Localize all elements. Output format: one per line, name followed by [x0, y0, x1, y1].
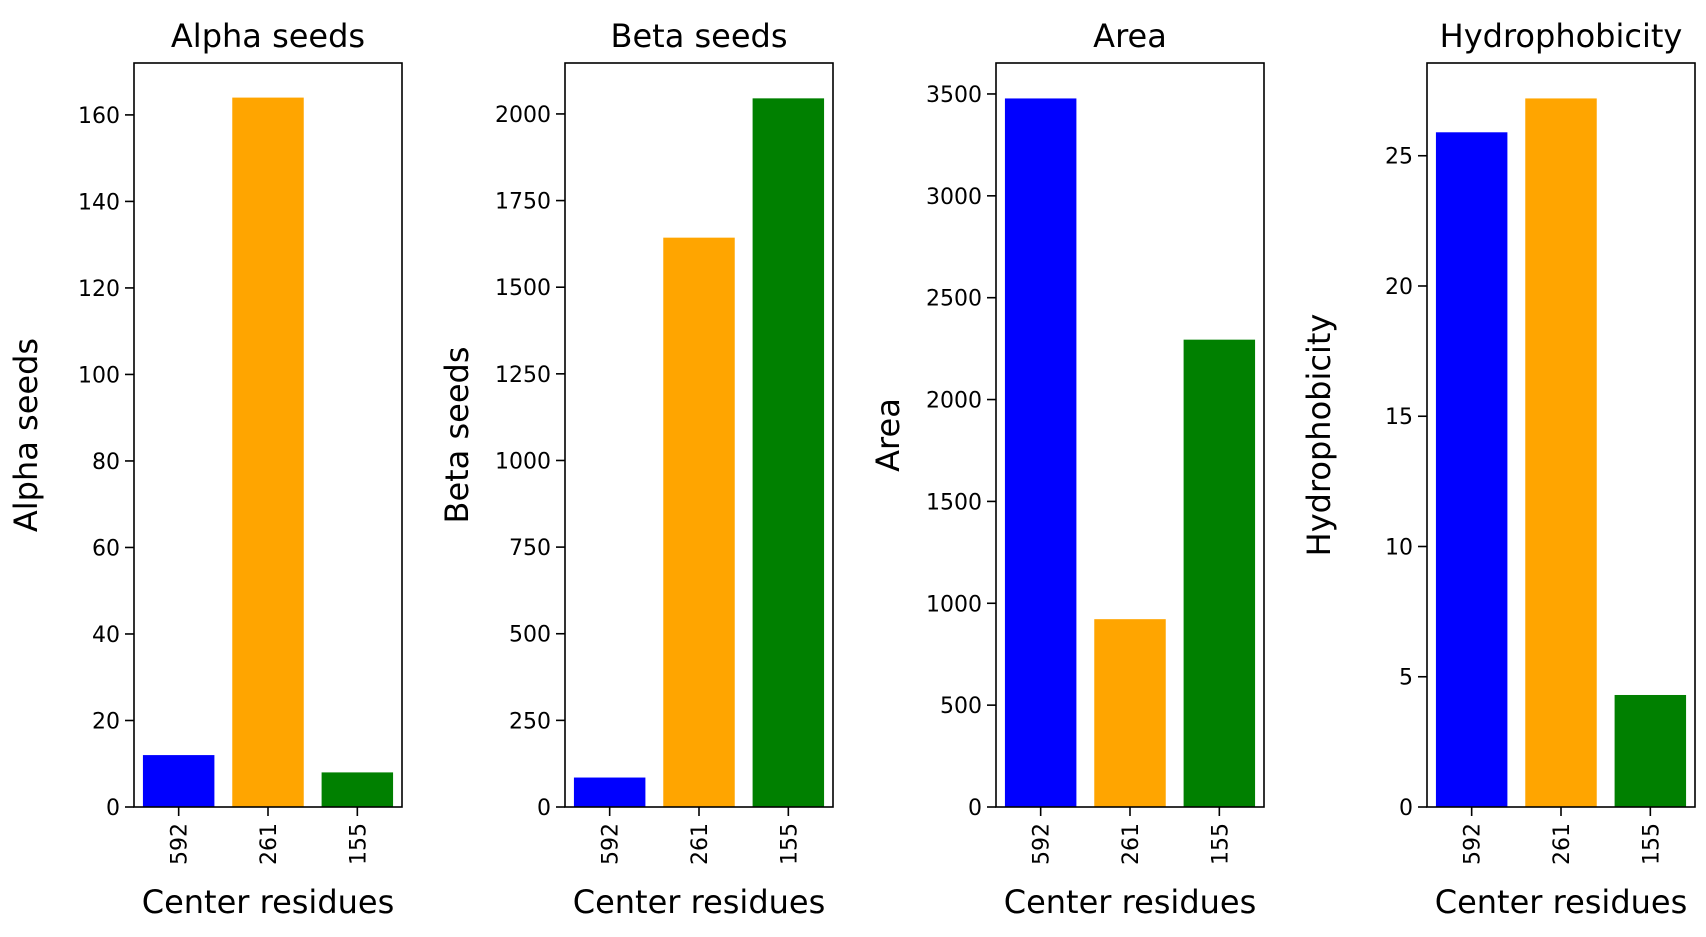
- y-tick-label-alpha-seeds: 160: [78, 104, 120, 129]
- y-tick-label-area: 2500: [926, 287, 982, 312]
- chart-title-area: Area: [1093, 17, 1167, 55]
- y-tick-label-beta-seeds: 2000: [495, 103, 551, 128]
- x-tick-label-beta-seeds-592: 592: [599, 823, 624, 865]
- x-tick-label-area-592: 592: [1030, 823, 1055, 865]
- bar-beta-seeds-261: [663, 237, 735, 807]
- chart-panel-hydrophobicity: 0 5 10 15 20 25 592 261 155 Hydrophobicity Center …: [1300, 17, 1696, 921]
- x-tick-label-beta-seeds-155: 155: [777, 823, 802, 865]
- x-tick-label-alpha-seeds-261: 261: [257, 823, 282, 865]
- bar-area-155: [1183, 339, 1256, 807]
- y-tick-label-area: 2000: [926, 389, 982, 414]
- x-tick-label-hydrophobicity-155: 155: [1639, 823, 1664, 865]
- y-tick-label-alpha-seeds: 60: [92, 536, 120, 561]
- x-axis-label-alpha-seeds: Center residues: [142, 883, 395, 921]
- y-tick-label-beta-seeds: 1000: [495, 449, 551, 474]
- y-tick-label-area: 3500: [926, 83, 982, 108]
- y-tick-label-hydrophobicity: 10: [1385, 535, 1413, 560]
- x-tick-label-area-155: 155: [1208, 823, 1233, 865]
- x-tick-label-area-261: 261: [1119, 823, 1144, 865]
- y-axis-label-beta-seeds: Beta seeds: [438, 347, 476, 524]
- y-tick-label-hydrophobicity: 5: [1399, 666, 1413, 691]
- x-tick-label-hydrophobicity-261: 261: [1550, 823, 1575, 865]
- x-tick-label-alpha-seeds-155: 155: [346, 823, 371, 865]
- y-tick-label-beta-seeds: 1250: [495, 363, 551, 388]
- y-tick-label-beta-seeds: 750: [509, 536, 551, 561]
- x-axis-label-beta-seeds: Center residues: [573, 883, 826, 921]
- y-tick-label-beta-seeds: 250: [509, 709, 551, 734]
- chart-title-alpha-seeds: Alpha seeds: [171, 17, 365, 55]
- bar-hydrophobicity-261: [1525, 98, 1597, 808]
- x-axis-label-area: Center residues: [1004, 883, 1257, 921]
- bar-alpha-seeds-155: [321, 772, 394, 807]
- y-tick-label-beta-seeds: 1500: [495, 276, 551, 301]
- chart-title-beta-seeds: Beta seeds: [611, 17, 788, 55]
- y-tick-label-beta-seeds: 1750: [495, 190, 551, 215]
- bar-beta-seeds-592: [573, 777, 646, 807]
- y-tick-label-hydrophobicity: 15: [1385, 405, 1413, 430]
- y-axis-label-hydrophobicity: Hydrophobicity: [1300, 314, 1338, 557]
- y-tick-label-alpha-seeds: 140: [78, 190, 120, 215]
- bar-alpha-seeds-261: [232, 97, 304, 808]
- y-tick-label-area: 1500: [926, 490, 982, 515]
- y-tick-label-alpha-seeds: 80: [92, 450, 120, 475]
- y-tick-label-area: 500: [940, 694, 982, 719]
- y-axis-label-area: Area: [869, 398, 907, 472]
- y-tick-label-hydrophobicity: 0: [1399, 796, 1413, 821]
- x-axis-label-hydrophobicity: Center residues: [1435, 883, 1688, 921]
- y-tick-label-alpha-seeds: 100: [78, 363, 120, 388]
- x-tick-label-hydrophobicity-592: 592: [1461, 823, 1486, 865]
- y-tick-label-alpha-seeds: 40: [92, 623, 120, 648]
- bar-area-592: [1004, 98, 1077, 807]
- y-tick-label-beta-seeds: 500: [509, 623, 551, 648]
- y-axis-label-alpha-seeds: Alpha seeds: [7, 338, 45, 532]
- y-tick-label-area: 3000: [926, 185, 982, 210]
- bar-area-261: [1094, 619, 1166, 807]
- x-tick-label-alpha-seeds-592: 592: [168, 823, 193, 865]
- bar-beta-seeds-155: [752, 98, 825, 808]
- chart-panel-area: 0 500 1000 1500 2000 2500 3000 3500 592 261 155 Are…: [869, 17, 1265, 921]
- y-tick-label-alpha-seeds: 120: [78, 277, 120, 302]
- bar-alpha-seeds-592: [142, 755, 215, 807]
- chart-title-hydrophobicity: Hydrophobicity: [1440, 17, 1683, 55]
- chart-panel-beta-seeds: 0 250 500 750 1000 1250 1500 1750 2000 592 261 155 B…: [438, 17, 834, 921]
- y-tick-label-beta-seeds: 0: [537, 796, 551, 821]
- bar-hydrophobicity-155: [1614, 694, 1687, 807]
- chart-panel-alpha-seeds: 0 20 40 60 80 100 120 140 160 592 261 155 Alpha seed…: [7, 17, 403, 921]
- y-tick-label-alpha-seeds: 20: [92, 709, 120, 734]
- x-tick-label-beta-seeds-261: 261: [688, 823, 713, 865]
- y-tick-label-area: 0: [968, 796, 982, 821]
- y-tick-label-hydrophobicity: 25: [1385, 145, 1413, 170]
- y-tick-label-hydrophobicity: 20: [1385, 275, 1413, 300]
- y-tick-label-area: 1000: [926, 592, 982, 617]
- bar-hydrophobicity-592: [1435, 132, 1508, 808]
- y-tick-label-alpha-seeds: 0: [106, 796, 120, 821]
